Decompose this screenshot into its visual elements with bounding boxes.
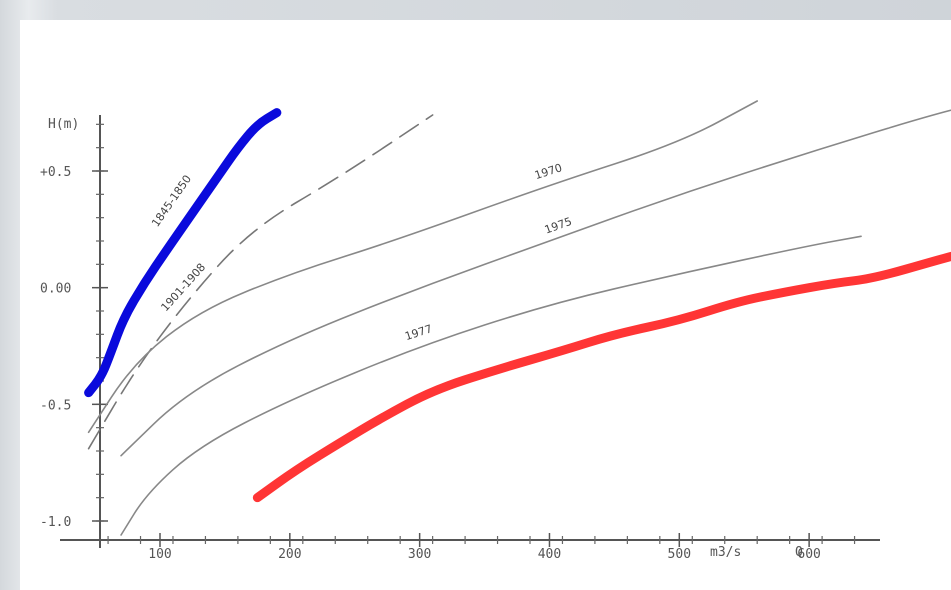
x-tick-label: 100	[148, 547, 171, 562]
series-line-1845-1850	[84, 108, 282, 398]
tick-group	[92, 123, 856, 547]
series-line-unlabeled-5	[252, 251, 951, 503]
axes	[60, 115, 880, 548]
x-axis-q-label: Q	[795, 545, 803, 560]
series-line-1970	[87, 100, 758, 434]
y-tick-label: 0.00	[40, 282, 71, 297]
series-line-1977	[120, 235, 862, 536]
series-label: 1977	[403, 322, 434, 343]
series-line-1975	[120, 109, 951, 457]
x-axis-label: m3/s	[710, 545, 741, 560]
x-tick-label: 400	[538, 547, 561, 562]
y-tick-label: +0.5	[40, 165, 71, 180]
chart-frame	[20, 20, 951, 590]
series-line-1901-1908	[87, 114, 434, 450]
y-tick-label: -0.5	[40, 398, 71, 413]
x-tick-label: 300	[408, 547, 431, 562]
y-axis-label: H(m)	[48, 117, 79, 132]
y-tick-label: -1.0	[40, 515, 71, 530]
series-group	[84, 100, 951, 536]
x-tick-label: 500	[668, 547, 691, 562]
series-label: 1970	[533, 161, 564, 182]
x-tick-label: 200	[278, 547, 301, 562]
x-tick-label: 600	[797, 547, 820, 562]
